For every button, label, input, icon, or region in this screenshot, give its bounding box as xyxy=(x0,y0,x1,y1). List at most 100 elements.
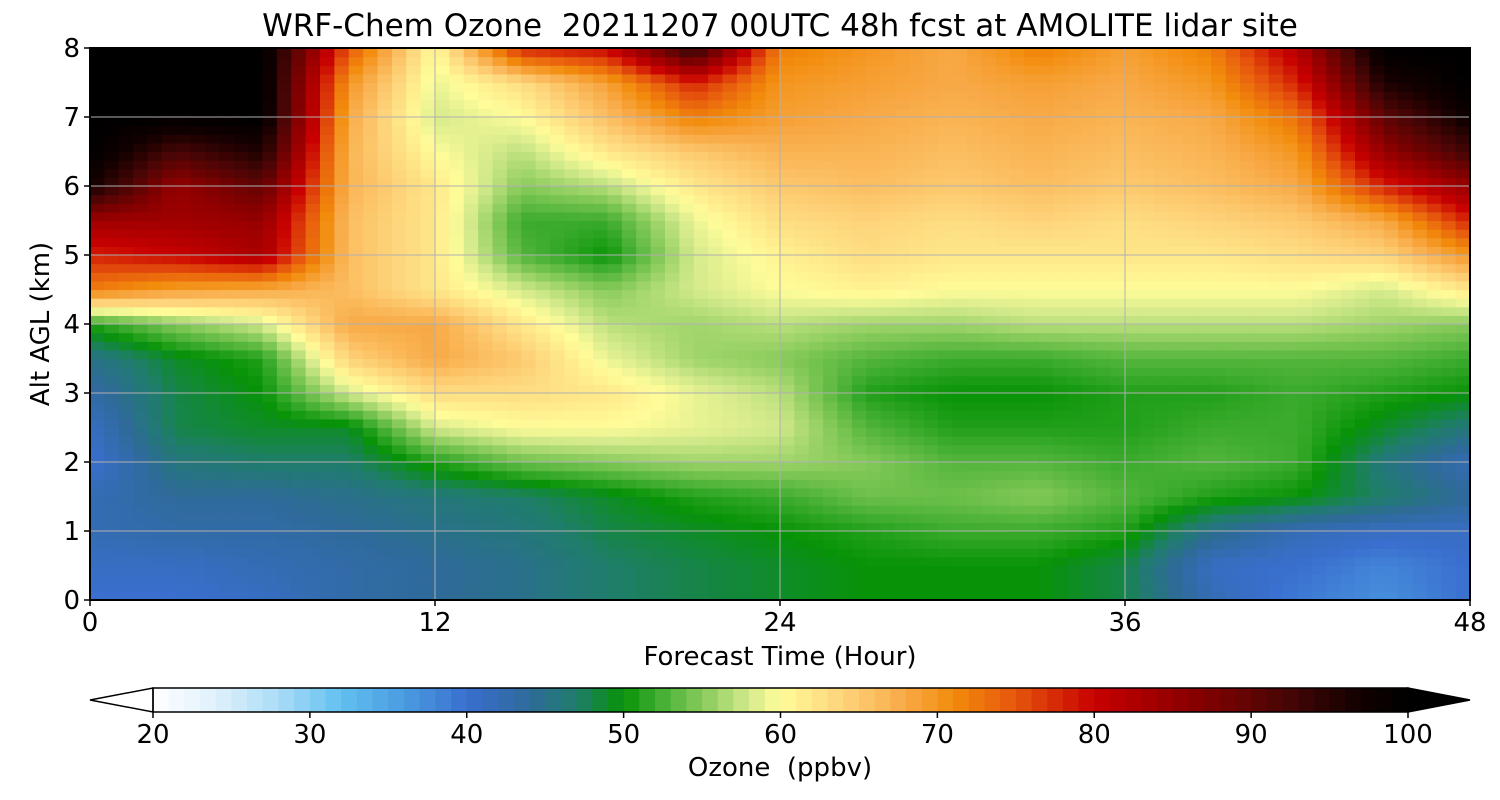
heatmap-cell xyxy=(90,349,105,360)
heatmap-cell xyxy=(492,479,508,489)
heatmap-cell xyxy=(233,186,249,196)
heatmap-cell xyxy=(550,539,565,549)
heatmap-cell xyxy=(995,220,1011,230)
heatmap-cell xyxy=(895,306,910,316)
heatmap-cell xyxy=(1369,315,1385,325)
heatmap-cell xyxy=(851,229,867,239)
heatmap-cell xyxy=(1038,211,1054,222)
heatmap-cell xyxy=(1024,487,1040,498)
heatmap-cell xyxy=(506,591,522,601)
heatmap-cell xyxy=(708,177,724,187)
heatmap-cell xyxy=(837,160,853,170)
heatmap-cell xyxy=(1355,203,1370,213)
heatmap-cell xyxy=(118,229,134,239)
heatmap-cell xyxy=(1110,229,1126,239)
heatmap-cell xyxy=(1311,462,1327,472)
heatmap-cell xyxy=(118,237,134,247)
heatmap-cell xyxy=(895,539,910,549)
heatmap-cell xyxy=(1441,349,1457,360)
heatmap-cell xyxy=(578,151,594,161)
heatmap-cell xyxy=(621,531,637,541)
heatmap-cell xyxy=(1153,539,1169,549)
heatmap-cell xyxy=(665,246,680,256)
heatmap-cell xyxy=(205,315,220,325)
heatmap-cell xyxy=(966,306,982,316)
heatmap-cell xyxy=(1441,151,1457,161)
heatmap-cell xyxy=(1326,160,1342,170)
heatmap-cell xyxy=(593,453,609,463)
heatmap-cell xyxy=(952,324,968,334)
heatmap-cell xyxy=(751,255,767,265)
heatmap-cell xyxy=(1355,444,1370,454)
heatmap-cell xyxy=(1268,246,1284,256)
heatmap-cell xyxy=(1254,470,1270,480)
heatmap-cell xyxy=(506,453,522,463)
heatmap-cell xyxy=(1326,418,1342,429)
heatmap-cell xyxy=(1024,246,1040,256)
heatmap-cell xyxy=(1426,177,1442,187)
heatmap-cell xyxy=(435,384,450,394)
heatmap-cell xyxy=(1311,393,1327,403)
heatmap-cell xyxy=(1441,522,1457,532)
heatmap-cell xyxy=(794,186,810,196)
heatmap-cell xyxy=(593,384,609,394)
heatmap-cell xyxy=(291,522,307,532)
heatmap-cell xyxy=(1053,367,1069,377)
heatmap-cell xyxy=(550,341,565,351)
heatmap-cell xyxy=(133,315,149,325)
heatmap-cell xyxy=(1254,324,1270,334)
heatmap-cell xyxy=(118,341,134,351)
heatmap-cell xyxy=(1326,315,1342,325)
heatmap-cell xyxy=(1067,220,1083,230)
heatmap-cell xyxy=(449,186,465,196)
heatmap-cell xyxy=(780,332,795,342)
heatmap-cell xyxy=(276,237,292,247)
heatmap-cell xyxy=(1125,531,1140,541)
heatmap-cell xyxy=(248,539,264,549)
heatmap-cell xyxy=(1412,582,1428,592)
heatmap-cell xyxy=(248,505,264,515)
heatmap-cell xyxy=(1254,401,1270,411)
heatmap-cell xyxy=(665,436,680,446)
heatmap-cell xyxy=(636,332,652,342)
heatmap-cell xyxy=(1110,246,1126,256)
heatmap-cell xyxy=(578,255,594,265)
heatmap-cell xyxy=(463,531,479,541)
heatmap-cell xyxy=(837,453,853,463)
heatmap-cell xyxy=(1024,280,1040,291)
heatmap-cell xyxy=(607,565,623,575)
heatmap-cell xyxy=(550,496,565,506)
heatmap-cell xyxy=(765,479,781,489)
heatmap-cell xyxy=(808,341,824,351)
heatmap-cell xyxy=(233,367,249,377)
heatmap-cell xyxy=(1053,168,1069,178)
heatmap-cell xyxy=(1139,272,1155,282)
heatmap-cell xyxy=(1268,349,1284,360)
heatmap-cell xyxy=(1297,375,1313,385)
heatmap-cell xyxy=(1168,246,1184,256)
heatmap-cell xyxy=(794,522,810,532)
heatmap-cell xyxy=(1024,444,1040,454)
heatmap-cell xyxy=(435,358,450,368)
heatmap-cell xyxy=(205,186,220,196)
heatmap-cell xyxy=(1254,306,1270,316)
heatmap-cell xyxy=(535,513,551,523)
heatmap-cell xyxy=(607,487,623,498)
heatmap-cell xyxy=(981,496,997,506)
heatmap-cell xyxy=(1268,332,1284,342)
heatmap-cell xyxy=(636,539,652,549)
heatmap-cell xyxy=(938,237,954,247)
heatmap-cell xyxy=(334,341,350,351)
heatmap-cell xyxy=(808,479,824,489)
heatmap-cell xyxy=(808,324,824,334)
heatmap-cell xyxy=(348,470,364,480)
heatmap-cell xyxy=(1240,280,1255,291)
heatmap-cell xyxy=(248,582,264,592)
heatmap-cell xyxy=(1153,384,1169,394)
heatmap-cell xyxy=(1053,591,1069,601)
heatmap-cell xyxy=(161,358,177,368)
heatmap-cell xyxy=(564,393,580,403)
heatmap-cell xyxy=(765,341,781,351)
heatmap-cell xyxy=(780,358,795,368)
heatmap-cell xyxy=(693,591,709,601)
